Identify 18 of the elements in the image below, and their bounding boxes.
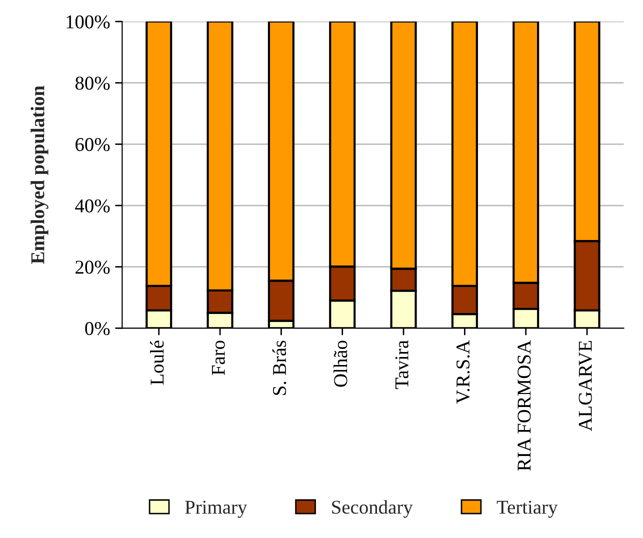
y-tick-label: 0%: [85, 322, 110, 336]
x-tick-label: Loulé: [150, 340, 164, 385]
y-tick-label: 20%: [76, 260, 110, 274]
legend-label: Primary: [185, 500, 248, 518]
y-axis-title: Employed population: [30, 86, 48, 264]
y-tick-label: 40%: [75, 199, 110, 213]
x-tick-label: RIA FORMOSA: [518, 340, 531, 471]
y-tick-label: 100%: [66, 15, 110, 29]
legend-label: Secondary: [332, 500, 413, 518]
x-tick-label: Faro: [212, 340, 225, 376]
x-tick-label: S. Brás: [272, 340, 286, 395]
x-tick-label: ALGARVE: [578, 340, 592, 432]
y-tick-label: 80%: [75, 76, 110, 90]
x-tick-label: Olhão: [334, 340, 348, 387]
legend-label: Tertiary: [496, 500, 558, 518]
y-tick-label: 60%: [76, 138, 110, 152]
x-tick-label: V.R.S.A: [456, 340, 470, 404]
x-tick-label: Tavira: [395, 340, 408, 390]
